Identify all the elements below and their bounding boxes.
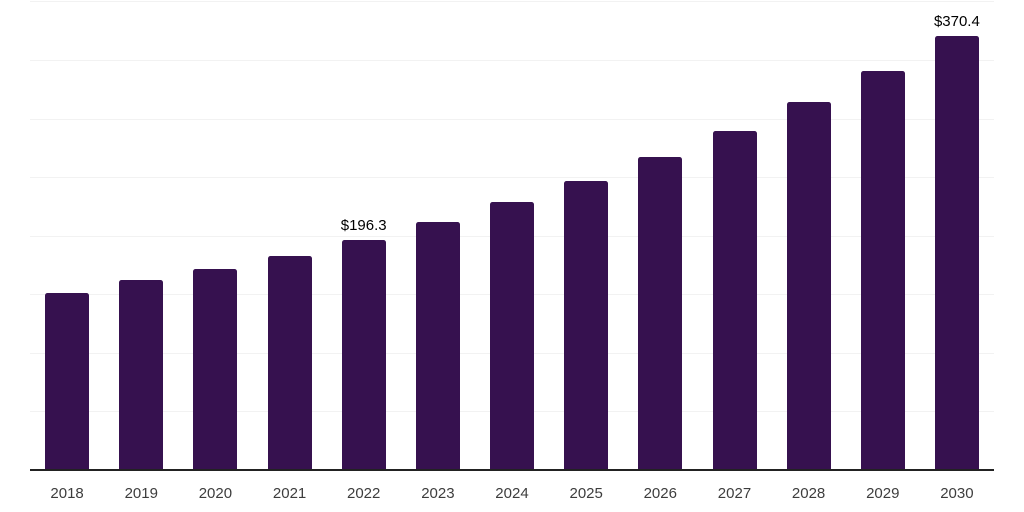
- bar-2024: [490, 201, 534, 470]
- x-tick-label-2024: 2024: [495, 485, 529, 502]
- x-tick-label-2020: 2020: [198, 485, 233, 502]
- x-tick-label-2023: 2023: [421, 485, 455, 502]
- x-tick-label-2025: 2025: [569, 485, 603, 502]
- x-axis-line: [30, 469, 994, 471]
- data-label-2022: $196.3: [340, 217, 387, 234]
- bar-2023: [415, 221, 460, 470]
- x-tick-label-2022: 2022: [347, 485, 381, 502]
- gridline: [30, 119, 994, 120]
- bar-2021: [267, 255, 312, 470]
- x-tick-label-2030: 2030: [940, 485, 974, 502]
- bar-2029: [860, 70, 905, 470]
- x-tick-label-2018: 2018: [50, 485, 84, 502]
- x-tick-label-2028: 2028: [791, 485, 826, 502]
- bar-2018: [45, 293, 90, 470]
- bar-2030: [934, 36, 979, 470]
- bar-2025: [564, 180, 609, 470]
- x-tick-label-2019: 2019: [124, 485, 158, 502]
- gridline: [30, 1, 994, 2]
- x-tick-label-2029: 2029: [866, 485, 900, 502]
- x-tick-label-2027: 2027: [717, 485, 752, 502]
- x-tick-label-2026: 2026: [643, 485, 677, 502]
- gridline: [30, 60, 994, 61]
- bar-2020: [193, 268, 238, 470]
- bar-2019: [119, 280, 164, 470]
- x-tick-label-2021: 2021: [272, 485, 307, 502]
- data-label-2030: $370.4: [933, 13, 980, 31]
- bar-2026: [638, 157, 683, 470]
- bar-2022: [341, 240, 386, 470]
- bar-2027: [712, 131, 757, 470]
- bar-2028: [786, 102, 831, 470]
- gridline: [30, 177, 994, 178]
